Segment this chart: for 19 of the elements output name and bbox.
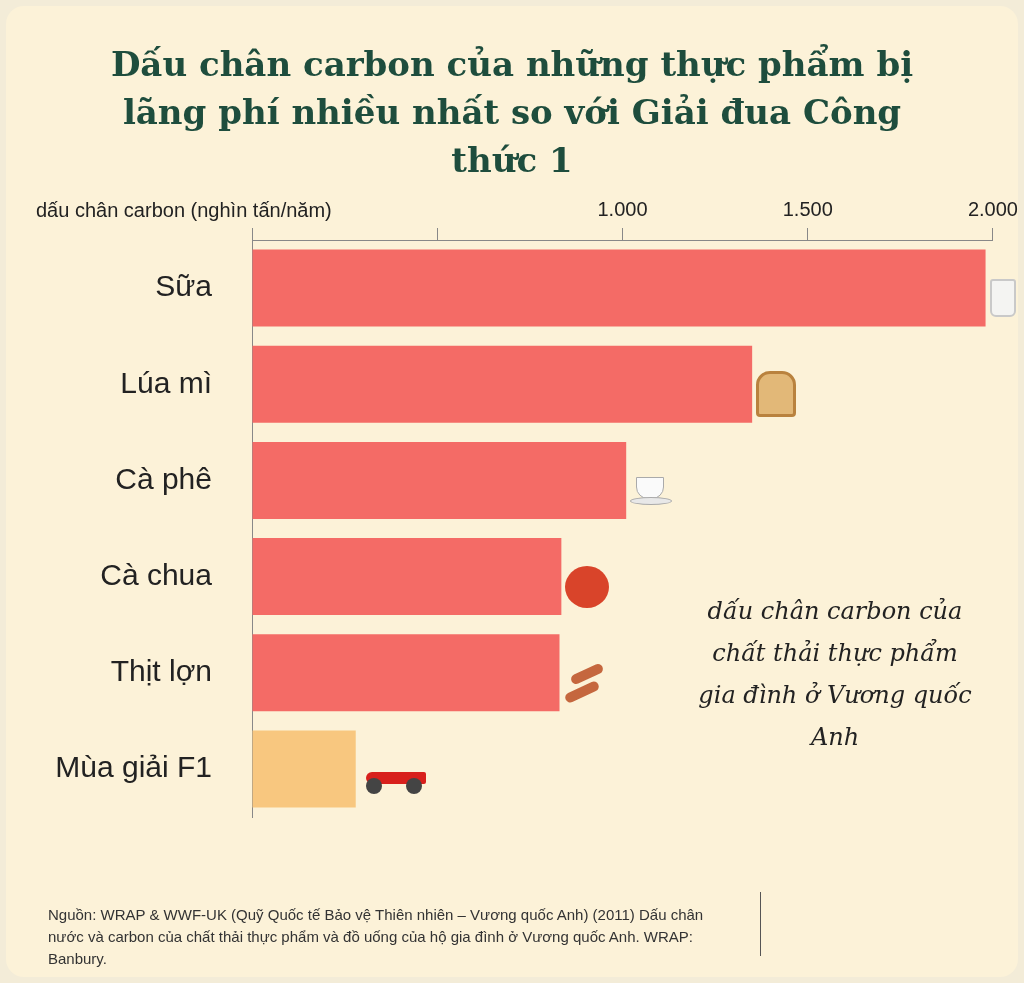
bar	[252, 634, 560, 712]
y-tick-label: Sữa	[155, 269, 213, 303]
x-tick-label: 2.000	[967, 197, 1019, 220]
text: Nguồn: WRAP & WWF-UK (Quỹ Quốc tế Bảo vệ Thiên nhiên – Vương quốc Anh) (2011) Dấu chân nước và carbon của chất thải thực phẩm và đồ uống của hộ gia đình ở Vương quốc Anh. WRAP: Banbury.	[48, 905, 705, 969]
y-tick-label: Mùa giải F1	[55, 750, 212, 784]
annotation: dấu chân carbon của chất thải thực phẩm gia đình ở Vương quốc Anh	[697, 596, 973, 753]
bar	[252, 249, 986, 327]
x-axis-title: dấu chân carbon (nghìn tấn/năm)	[36, 198, 332, 221]
x-tick-label: 1.500	[782, 197, 833, 220]
y-tick-label: Lúa mì	[120, 365, 212, 399]
y-tick-label: Cà phê	[115, 461, 212, 495]
bar	[252, 730, 356, 808]
chart-title: Dấu chân carbon của những thực phẩm bị lãng phí nhiều nhất so với Giải đua Công thức 1	[109, 43, 915, 182]
bar	[252, 441, 627, 519]
y-tick-label: Cà chua	[100, 557, 213, 591]
bar	[252, 345, 753, 423]
bar	[252, 538, 562, 616]
x-tick-label: 1.000	[597, 197, 648, 220]
y-tick-label: Thịt lợn	[110, 654, 212, 688]
